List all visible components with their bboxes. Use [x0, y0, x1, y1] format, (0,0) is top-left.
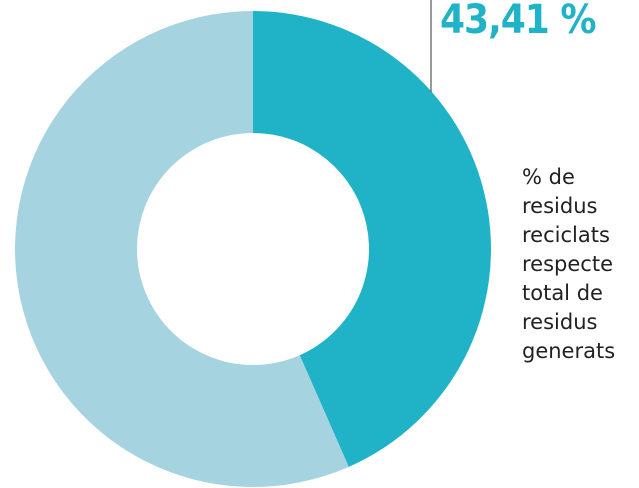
donut-slice-highlight	[253, 11, 492, 467]
chart-description: % de residus reciclats respecte total de…	[522, 165, 616, 363]
donut-slice-remainder	[15, 11, 349, 487]
percentage-annotation: 43,41 %	[440, 0, 596, 43]
donut-slices	[15, 11, 492, 487]
